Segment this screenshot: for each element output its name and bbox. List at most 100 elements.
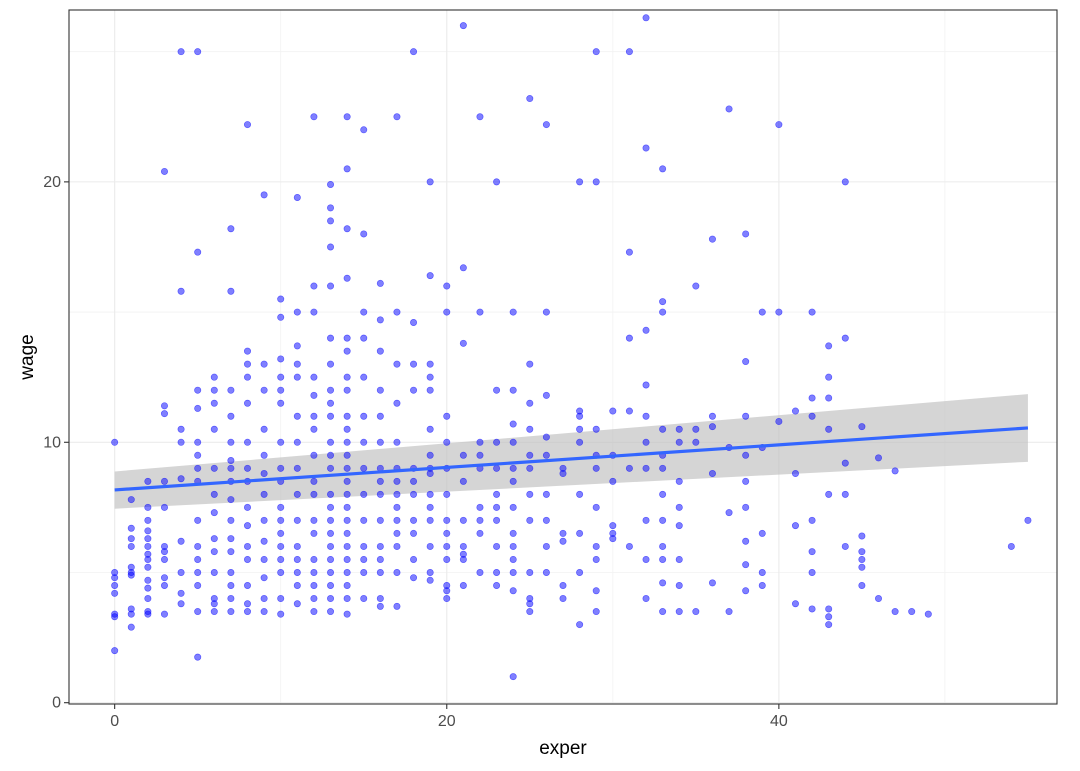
- data-point: [360, 555, 368, 563]
- data-point: [260, 425, 268, 433]
- data-point: [244, 399, 252, 407]
- data-point: [874, 595, 882, 603]
- data-point: [542, 568, 550, 576]
- data-point: [825, 621, 833, 629]
- data-point: [127, 610, 135, 618]
- data-point: [160, 610, 168, 618]
- data-point: [825, 605, 833, 613]
- data-point: [493, 516, 501, 524]
- data-point: [343, 451, 351, 459]
- data-point: [343, 225, 351, 233]
- data-point: [592, 178, 600, 186]
- data-point: [277, 595, 285, 603]
- data-point: [559, 470, 567, 478]
- data-point: [459, 339, 467, 347]
- data-point: [410, 555, 418, 563]
- data-point: [343, 477, 351, 485]
- data-point: [410, 477, 418, 485]
- data-point: [227, 516, 235, 524]
- data-point: [825, 425, 833, 433]
- panel-border: [68, 9, 1058, 705]
- data-point: [260, 470, 268, 478]
- data-point: [393, 568, 401, 576]
- data-point: [410, 318, 418, 326]
- data-point: [343, 610, 351, 618]
- data-point: [742, 537, 750, 545]
- data-point: [858, 423, 866, 431]
- data-point: [426, 373, 434, 381]
- data-point: [426, 490, 434, 498]
- data-point: [260, 574, 268, 582]
- data-point: [476, 529, 484, 537]
- data-point: [277, 568, 285, 576]
- data-point: [493, 503, 501, 511]
- data-point: [1007, 542, 1015, 550]
- data-point: [426, 576, 434, 584]
- data-point: [327, 243, 335, 251]
- data-point: [742, 503, 750, 511]
- data-point: [808, 516, 816, 524]
- data-point: [493, 582, 501, 590]
- data-point: [426, 516, 434, 524]
- data-point: [327, 451, 335, 459]
- data-point: [410, 48, 418, 56]
- x-tick-label: 20: [438, 713, 456, 730]
- data-point: [426, 470, 434, 478]
- data-point: [659, 490, 667, 498]
- data-point: [625, 464, 633, 472]
- data-point: [742, 412, 750, 420]
- data-point: [210, 535, 218, 543]
- data-point: [343, 347, 351, 355]
- data-point: [210, 509, 218, 517]
- data-point: [144, 527, 152, 535]
- data-point: [825, 373, 833, 381]
- data-point: [177, 475, 185, 483]
- data-point: [791, 522, 799, 530]
- data-point: [443, 490, 451, 498]
- data-point: [310, 373, 318, 381]
- data-point: [194, 48, 202, 56]
- data-point: [808, 548, 816, 556]
- data-point: [144, 503, 152, 511]
- data-point: [775, 417, 783, 425]
- data-point: [343, 274, 351, 282]
- data-point: [443, 412, 451, 420]
- data-point: [493, 464, 501, 472]
- data-point: [443, 542, 451, 550]
- data-point: [144, 555, 152, 563]
- data-point: [310, 412, 318, 420]
- data-point: [327, 217, 335, 225]
- data-point: [227, 457, 235, 465]
- data-point: [393, 113, 401, 121]
- data-point: [277, 438, 285, 446]
- data-point: [327, 282, 335, 290]
- data-point: [127, 524, 135, 532]
- data-point: [459, 22, 467, 30]
- data-point: [277, 373, 285, 381]
- data-point: [758, 529, 766, 537]
- data-point: [459, 516, 467, 524]
- data-point: [642, 144, 650, 152]
- data-point: [360, 542, 368, 550]
- data-point: [393, 516, 401, 524]
- data-point: [327, 412, 335, 420]
- data-point: [725, 509, 733, 517]
- data-point: [576, 412, 584, 420]
- data-point: [360, 230, 368, 238]
- data-point: [194, 555, 202, 563]
- data-point: [659, 165, 667, 173]
- data-point: [376, 542, 384, 550]
- data-point: [841, 542, 849, 550]
- data-point: [393, 490, 401, 498]
- data-point: [642, 14, 650, 22]
- data-point: [476, 503, 484, 511]
- x-axis-title: exper: [539, 738, 587, 759]
- data-point: [244, 608, 252, 616]
- data-point: [493, 542, 501, 550]
- data-point: [758, 568, 766, 576]
- data-point: [708, 235, 716, 243]
- data-point: [194, 404, 202, 412]
- data-point: [293, 412, 301, 420]
- data-point: [841, 459, 849, 467]
- data-point: [808, 412, 816, 420]
